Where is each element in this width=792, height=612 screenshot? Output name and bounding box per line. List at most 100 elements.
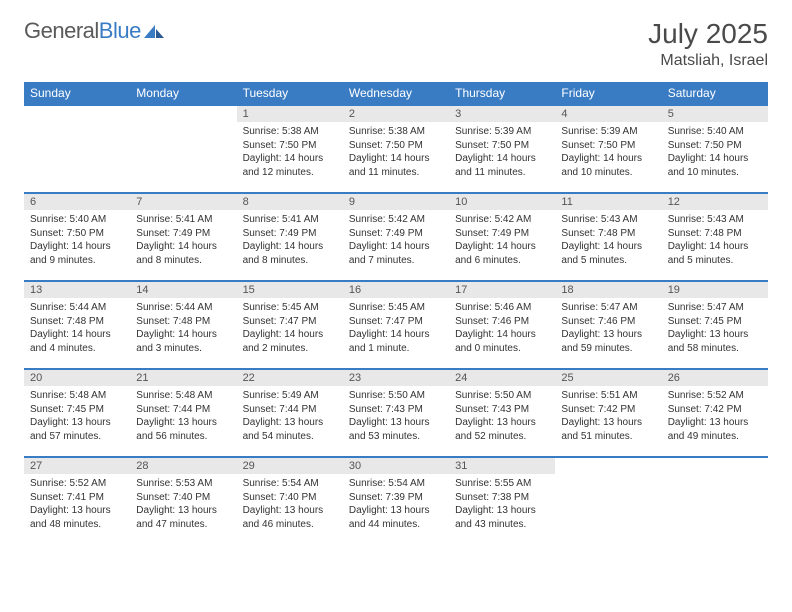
calendar-day-cell: 5Sunrise: 5:40 AMSunset: 7:50 PMDaylight… <box>662 105 768 193</box>
sunset-line: Sunset: 7:49 PM <box>455 227 549 241</box>
daylight-line: Daylight: 14 hours and 10 minutes. <box>561 152 655 179</box>
calendar-day-cell: 29Sunrise: 5:54 AMSunset: 7:40 PMDayligh… <box>237 457 343 545</box>
sunset-line: Sunset: 7:49 PM <box>243 227 337 241</box>
calendar-day-cell: 27Sunrise: 5:52 AMSunset: 7:41 PMDayligh… <box>24 457 130 545</box>
daylight-line: Daylight: 14 hours and 6 minutes. <box>455 240 549 267</box>
sunset-line: Sunset: 7:40 PM <box>243 491 337 505</box>
sunset-line: Sunset: 7:39 PM <box>349 491 443 505</box>
sunrise-line: Sunrise: 5:49 AM <box>243 389 337 403</box>
day-number: 14 <box>130 282 236 298</box>
daylight-line: Daylight: 14 hours and 7 minutes. <box>349 240 443 267</box>
day-content: Sunrise: 5:40 AMSunset: 7:50 PMDaylight:… <box>24 210 130 273</box>
day-number: 13 <box>24 282 130 298</box>
calendar-day-cell: 10Sunrise: 5:42 AMSunset: 7:49 PMDayligh… <box>449 193 555 281</box>
sunrise-line: Sunrise: 5:42 AM <box>349 213 443 227</box>
daylight-line: Daylight: 14 hours and 0 minutes. <box>455 328 549 355</box>
day-content: Sunrise: 5:51 AMSunset: 7:42 PMDaylight:… <box>555 386 661 449</box>
sunset-line: Sunset: 7:50 PM <box>30 227 124 241</box>
daylight-line: Daylight: 13 hours and 44 minutes. <box>349 504 443 531</box>
title-block: July 2025 Matsliah, Israel <box>648 18 768 70</box>
day-number: 30 <box>343 458 449 474</box>
sunrise-line: Sunrise: 5:47 AM <box>561 301 655 315</box>
day-content: Sunrise: 5:44 AMSunset: 7:48 PMDaylight:… <box>130 298 236 361</box>
calendar-day-cell: 3Sunrise: 5:39 AMSunset: 7:50 PMDaylight… <box>449 105 555 193</box>
day-number: 9 <box>343 194 449 210</box>
sunrise-line: Sunrise: 5:42 AM <box>455 213 549 227</box>
weekday-header: Wednesday <box>343 82 449 105</box>
day-number: 1 <box>237 106 343 122</box>
sunrise-line: Sunrise: 5:40 AM <box>30 213 124 227</box>
sunrise-line: Sunrise: 5:52 AM <box>30 477 124 491</box>
sunrise-line: Sunrise: 5:48 AM <box>30 389 124 403</box>
daylight-line: Daylight: 14 hours and 12 minutes. <box>243 152 337 179</box>
sunrise-line: Sunrise: 5:43 AM <box>668 213 762 227</box>
day-content: Sunrise: 5:55 AMSunset: 7:38 PMDaylight:… <box>449 474 555 537</box>
day-content: Sunrise: 5:52 AMSunset: 7:41 PMDaylight:… <box>24 474 130 537</box>
calendar-day-cell: 20Sunrise: 5:48 AMSunset: 7:45 PMDayligh… <box>24 369 130 457</box>
day-content: Sunrise: 5:45 AMSunset: 7:47 PMDaylight:… <box>343 298 449 361</box>
day-content: Sunrise: 5:41 AMSunset: 7:49 PMDaylight:… <box>130 210 236 273</box>
sunset-line: Sunset: 7:50 PM <box>455 139 549 153</box>
sunrise-line: Sunrise: 5:38 AM <box>243 125 337 139</box>
day-content: Sunrise: 5:39 AMSunset: 7:50 PMDaylight:… <box>449 122 555 185</box>
daylight-line: Daylight: 13 hours and 51 minutes. <box>561 416 655 443</box>
daylight-line: Daylight: 14 hours and 1 minute. <box>349 328 443 355</box>
sunset-line: Sunset: 7:44 PM <box>243 403 337 417</box>
sunset-line: Sunset: 7:47 PM <box>243 315 337 329</box>
calendar-day-cell <box>662 457 768 545</box>
calendar-day-cell: 19Sunrise: 5:47 AMSunset: 7:45 PMDayligh… <box>662 281 768 369</box>
day-content: Sunrise: 5:41 AMSunset: 7:49 PMDaylight:… <box>237 210 343 273</box>
day-number: 8 <box>237 194 343 210</box>
calendar-week-row: 6Sunrise: 5:40 AMSunset: 7:50 PMDaylight… <box>24 193 768 281</box>
sunrise-line: Sunrise: 5:52 AM <box>668 389 762 403</box>
sunrise-line: Sunrise: 5:38 AM <box>349 125 443 139</box>
calendar-day-cell: 14Sunrise: 5:44 AMSunset: 7:48 PMDayligh… <box>130 281 236 369</box>
sunset-line: Sunset: 7:48 PM <box>30 315 124 329</box>
day-number: 19 <box>662 282 768 298</box>
day-number: 23 <box>343 370 449 386</box>
calendar-week-row: 13Sunrise: 5:44 AMSunset: 7:48 PMDayligh… <box>24 281 768 369</box>
day-content: Sunrise: 5:48 AMSunset: 7:44 PMDaylight:… <box>130 386 236 449</box>
logo-text: GeneralBlue <box>24 18 141 44</box>
weekday-header: Tuesday <box>237 82 343 105</box>
calendar-day-cell: 30 Sunrise: 5:54 AMSunset: 7:39 PMDayligh… <box>343 457 449 545</box>
daylight-line: Daylight: 13 hours and 53 minutes. <box>349 416 443 443</box>
day-number: 31 <box>449 458 555 474</box>
daylight-line: Daylight: 14 hours and 3 minutes. <box>136 328 230 355</box>
calendar-day-cell: 6Sunrise: 5:40 AMSunset: 7:50 PMDaylight… <box>24 193 130 281</box>
calendar-body: 1Sunrise: 5:38 AMSunset: 7:50 PMDaylight… <box>24 105 768 545</box>
weekday-header: Friday <box>555 82 661 105</box>
daylight-line: Daylight: 13 hours and 57 minutes. <box>30 416 124 443</box>
calendar-day-cell: 22Sunrise: 5:49 AMSunset: 7:44 PMDayligh… <box>237 369 343 457</box>
sunset-line: Sunset: 7:42 PM <box>668 403 762 417</box>
calendar-day-cell: 4Sunrise: 5:39 AMSunset: 7:50 PMDaylight… <box>555 105 661 193</box>
day-number: 6 <box>24 194 130 210</box>
sunrise-line: Sunrise: 5:54 AM <box>349 477 443 491</box>
day-content: Sunrise: 5:52 AMSunset: 7:42 PMDaylight:… <box>662 386 768 449</box>
calendar-day-cell: 18Sunrise: 5:47 AMSunset: 7:46 PMDayligh… <box>555 281 661 369</box>
day-number: 7 <box>130 194 236 210</box>
sunset-line: Sunset: 7:50 PM <box>349 139 443 153</box>
day-content: Sunrise: 5:54 AMSunset: 7:40 PMDaylight:… <box>237 474 343 537</box>
daylight-line: Daylight: 14 hours and 9 minutes. <box>30 240 124 267</box>
day-number: 3 <box>449 106 555 122</box>
sunrise-line: Sunrise: 5:48 AM <box>136 389 230 403</box>
calendar-day-cell <box>130 105 236 193</box>
day-content: Sunrise: 5:44 AMSunset: 7:48 PMDaylight:… <box>24 298 130 361</box>
day-number: 15 <box>237 282 343 298</box>
header: GeneralBlue July 2025 Matsliah, Israel <box>24 18 768 70</box>
calendar-table: Sunday Monday Tuesday Wednesday Thursday… <box>24 82 768 545</box>
calendar-day-cell: 25Sunrise: 5:51 AMSunset: 7:42 PMDayligh… <box>555 369 661 457</box>
sunrise-line: Sunrise: 5:40 AM <box>668 125 762 139</box>
sunrise-line: Sunrise: 5:50 AM <box>455 389 549 403</box>
day-content: Sunrise: 5:43 AMSunset: 7:48 PMDaylight:… <box>662 210 768 273</box>
sunset-line: Sunset: 7:41 PM <box>30 491 124 505</box>
sunrise-line: Sunrise: 5:55 AM <box>455 477 549 491</box>
daylight-line: Daylight: 13 hours and 43 minutes. <box>455 504 549 531</box>
day-content: Sunrise: 5:42 AMSunset: 7:49 PMDaylight:… <box>343 210 449 273</box>
daylight-line: Daylight: 13 hours and 48 minutes. <box>30 504 124 531</box>
day-content: Sunrise: 5:48 AMSunset: 7:45 PMDaylight:… <box>24 386 130 449</box>
location-label: Matsliah, Israel <box>648 52 768 70</box>
sunset-line: Sunset: 7:49 PM <box>349 227 443 241</box>
calendar-day-cell: 15Sunrise: 5:45 AMSunset: 7:47 PMDayligh… <box>237 281 343 369</box>
